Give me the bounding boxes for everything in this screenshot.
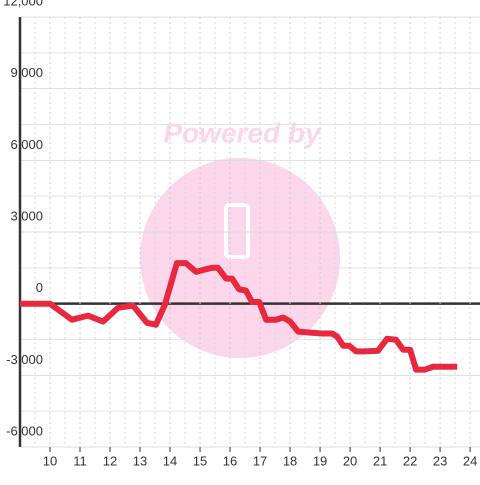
x-tick-label: 14: [163, 453, 177, 468]
x-tick-label: 16: [223, 453, 237, 468]
watermark-text: Powered by: [163, 117, 322, 148]
y-tick-label: -6,000: [6, 423, 43, 438]
data-line: [20, 260, 458, 373]
x-tick-label: 20: [343, 453, 357, 468]
y-tick-label: 6,000: [10, 137, 43, 152]
x-tick-label: 11: [73, 453, 87, 468]
x-tick-label: 17: [253, 453, 267, 468]
x-tick-label: 23: [433, 453, 447, 468]
x-tick-label: 12: [103, 453, 117, 468]
x-tick-label: 24: [463, 453, 477, 468]
watermark-icon: [224, 203, 250, 259]
y-tick-label: 0: [36, 280, 43, 295]
y-tick-label: 3,000: [10, 208, 43, 223]
x-tick-label: 21: [373, 453, 387, 468]
x-tick-label: 10: [43, 453, 57, 468]
x-tick-label: 18: [283, 453, 297, 468]
x-tick-label: 19: [313, 453, 327, 468]
y-tick-label: 12,000: [3, 0, 43, 8]
y-tick-label: -3,000: [6, 352, 43, 367]
x-tick-label: 22: [403, 453, 417, 468]
x-tick-label: 13: [133, 453, 147, 468]
y-tick-label: 9,000: [10, 65, 43, 80]
x-tick-label: 15: [193, 453, 207, 468]
